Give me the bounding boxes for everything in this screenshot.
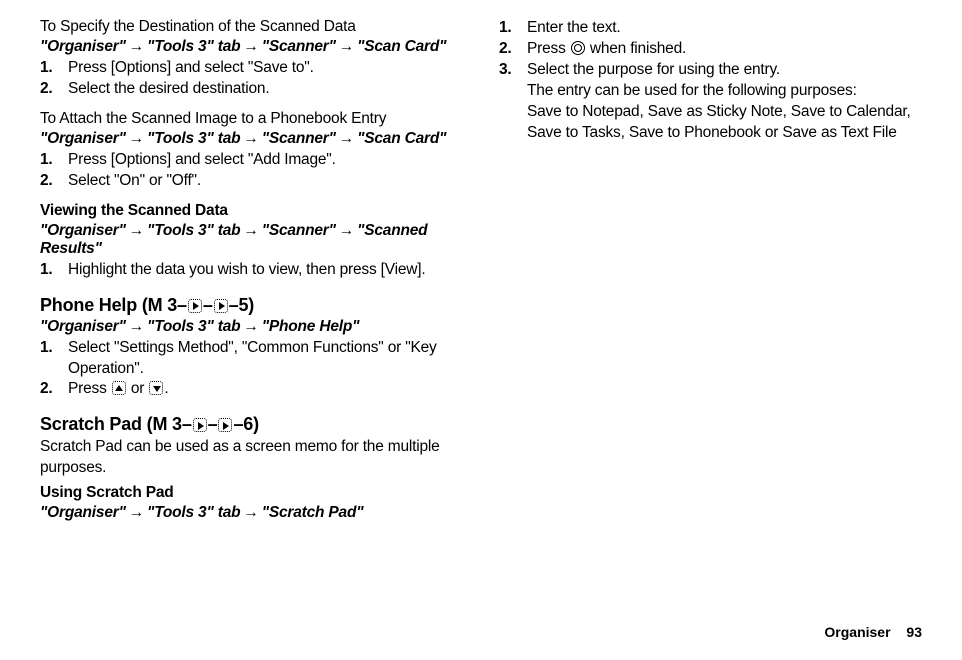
nav-prefix: (M 3– <box>137 295 187 315</box>
menu-path: "Organiser" "Tools 3" tab "Scanner" "Scan C… <box>40 130 463 148</box>
right-arrow-icon <box>193 418 207 432</box>
step-text: Press or . <box>68 379 463 400</box>
path-seg: "Organiser" <box>40 38 126 55</box>
block-destination: To Specify the Destination of the Scanne… <box>40 18 463 100</box>
text-fragment: or <box>127 380 149 397</box>
step-text: Select "On" or "Off". <box>68 171 463 192</box>
steps-list: 1.Press [Options] and select "Add Image"… <box>40 150 463 192</box>
path-seg: "Tools 3" tab <box>147 318 240 335</box>
description: Scratch Pad can be used as a screen memo… <box>40 437 463 477</box>
heading-text: Phone Help <box>40 295 137 315</box>
down-arrow-icon <box>149 381 163 395</box>
path-seg: "Tools 3" tab <box>147 504 240 521</box>
path-seg: "Organiser" <box>40 504 126 521</box>
step-text: Select the desired destination. <box>68 79 463 100</box>
path-seg: "Scan Card" <box>357 38 446 55</box>
steps-list: 1.Select "Settings Method", "Common Func… <box>40 338 463 401</box>
path-seg: "Phone Help" <box>262 318 360 335</box>
step-text: Select the purpose for using the entry. … <box>527 60 922 144</box>
text-fragment: . <box>164 380 168 397</box>
block-phone-help: Phone Help (M 3–––5) "Organiser" "Tools 3… <box>40 295 463 401</box>
nav-prefix: (M 3– <box>142 414 192 434</box>
path-seg: "Organiser" <box>40 318 126 335</box>
major-heading: Scratch Pad (M 3–––6) <box>40 414 463 435</box>
path-seg: "Scanner" <box>262 222 336 239</box>
menu-path: "Organiser" "Tools 3" tab "Scratch Pad" <box>40 504 463 522</box>
block-attach: To Attach the Scanned Image to a Phonebo… <box>40 110 463 192</box>
page-footer: Organiser 93 <box>824 624 922 640</box>
menu-path: "Organiser""Tools 3" tab"Scanner""Scanne… <box>40 222 463 258</box>
path-seg: "Scan Card" <box>357 130 446 147</box>
footer-label: Organiser <box>824 624 890 640</box>
right-arrow-icon <box>218 418 232 432</box>
step-num: 1. <box>40 260 68 281</box>
section-heading: Viewing the Scanned Data <box>40 202 463 220</box>
text-sub: The entry can be used for the following … <box>527 82 857 99</box>
path-seg: "Organiser" <box>40 130 126 147</box>
menu-path: "Organiser" "Tools 3" tab "Scanner" "Scan C… <box>40 38 463 56</box>
step-text: Enter the text. <box>527 18 922 39</box>
step-num: 3. <box>499 60 527 144</box>
step-num: 2. <box>499 39 527 60</box>
steps-list: 1.Enter the text. 2.Press when finished.… <box>499 18 922 144</box>
step-text: Press when finished. <box>527 39 922 60</box>
step-text: Press [Options] and select "Add Image". <box>68 150 463 171</box>
path-seg: "Scanner" <box>262 38 336 55</box>
step-num: 2. <box>40 79 68 100</box>
subhead: To Attach the Scanned Image to a Phonebo… <box>40 110 463 128</box>
nav-suffix: –5) <box>229 295 254 315</box>
right-arrow-icon <box>214 299 228 313</box>
step-num: 2. <box>40 171 68 192</box>
path-seg: "Tools 3" tab <box>147 130 240 147</box>
up-arrow-icon <box>112 381 126 395</box>
path-seg: "Scanner" <box>262 130 336 147</box>
left-column: To Specify the Destination of the Scanne… <box>40 18 463 524</box>
center-button-icon <box>571 41 585 55</box>
heading-text: Scratch Pad <box>40 414 142 434</box>
menu-path: "Organiser" "Tools 3" tab "Phone Help" <box>40 318 463 336</box>
step-num: 1. <box>40 58 68 79</box>
section-heading: Using Scratch Pad <box>40 484 463 502</box>
right-column: 1.Enter the text. 2.Press when finished.… <box>499 18 922 524</box>
nav-suffix: –6) <box>233 414 258 434</box>
path-seg: "Organiser" <box>40 222 126 239</box>
block-viewing: Viewing the Scanned Data "Organiser" "Too… <box>40 202 463 281</box>
path-seg: "Tools 3" tab <box>147 38 240 55</box>
text-sub: Save to Notepad, Save as Sticky Note, Sa… <box>527 103 911 141</box>
text-fragment: Press <box>68 380 111 397</box>
page-number: 93 <box>906 624 922 640</box>
right-arrow-icon <box>188 299 202 313</box>
step-text: Select "Settings Method", "Common Functi… <box>68 338 463 380</box>
path-seg: "Scratch Pad" <box>262 504 364 521</box>
text-fragment: Press <box>527 40 570 57</box>
step-num: 1. <box>499 18 527 39</box>
step-text: Highlight the data you wish to view, the… <box>68 260 463 281</box>
block-scratch-pad: Scratch Pad (M 3–––6) Scratch Pad can be… <box>40 414 463 521</box>
path-seg: "Tools 3" tab <box>147 222 240 239</box>
subhead: To Specify the Destination of the Scanne… <box>40 18 463 36</box>
step-num: 1. <box>40 338 68 380</box>
steps-list: 1.Press [Options] and select "Save to". … <box>40 58 463 100</box>
step-num: 1. <box>40 150 68 171</box>
steps-list: 1.Highlight the data you wish to view, t… <box>40 260 463 281</box>
text-fragment: when finished. <box>586 40 686 57</box>
major-heading: Phone Help (M 3–––5) <box>40 295 463 316</box>
step-num: 2. <box>40 379 68 400</box>
text-fragment: Select the purpose for using the entry. <box>527 61 780 78</box>
step-text: Press [Options] and select "Save to". <box>68 58 463 79</box>
